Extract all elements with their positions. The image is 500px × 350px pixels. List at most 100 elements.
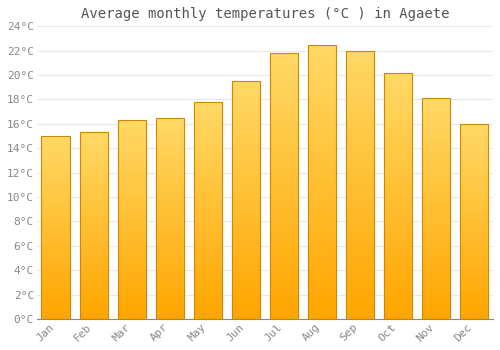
Bar: [346, 104, 374, 107]
Bar: [270, 220, 298, 223]
Bar: [232, 293, 260, 295]
Bar: [460, 233, 488, 235]
Bar: [460, 260, 488, 262]
Bar: [422, 306, 450, 308]
Bar: [118, 285, 146, 287]
Bar: [156, 265, 184, 267]
Bar: [384, 176, 412, 178]
Bar: [156, 194, 184, 196]
Bar: [384, 294, 412, 297]
Bar: [384, 188, 412, 191]
Bar: [156, 299, 184, 301]
Bar: [270, 316, 298, 319]
Bar: [194, 217, 222, 219]
Bar: [460, 173, 488, 175]
Bar: [460, 237, 488, 239]
Bar: [232, 84, 260, 86]
Bar: [118, 267, 146, 269]
Bar: [232, 262, 260, 264]
Bar: [270, 165, 298, 167]
Bar: [270, 298, 298, 300]
Bar: [118, 198, 146, 199]
Bar: [118, 243, 146, 245]
Bar: [194, 282, 222, 284]
Bar: [42, 237, 70, 238]
Bar: [308, 261, 336, 264]
Bar: [118, 174, 146, 176]
Bar: [232, 193, 260, 195]
Bar: [308, 64, 336, 66]
Bar: [156, 289, 184, 291]
Bar: [384, 307, 412, 309]
Bar: [308, 286, 336, 289]
Bar: [156, 160, 184, 162]
Bar: [270, 130, 298, 133]
Bar: [346, 172, 374, 174]
Bar: [194, 262, 222, 265]
Bar: [422, 209, 450, 211]
Bar: [194, 147, 222, 149]
Bar: [232, 252, 260, 255]
Bar: [194, 132, 222, 134]
Bar: [384, 228, 412, 230]
Bar: [270, 152, 298, 154]
Bar: [384, 181, 412, 183]
Bar: [42, 253, 70, 255]
Bar: [156, 267, 184, 268]
Bar: [422, 257, 450, 259]
Bar: [80, 240, 108, 243]
Bar: [232, 133, 260, 136]
Bar: [460, 157, 488, 159]
Bar: [422, 178, 450, 180]
Bar: [460, 307, 488, 309]
Bar: [422, 286, 450, 288]
Bar: [384, 230, 412, 233]
Bar: [270, 69, 298, 72]
Bar: [156, 244, 184, 246]
Bar: [460, 217, 488, 219]
Bar: [384, 205, 412, 208]
Bar: [42, 238, 70, 240]
Bar: [346, 128, 374, 131]
Bar: [308, 146, 336, 149]
Bar: [194, 256, 222, 258]
Bar: [346, 169, 374, 172]
Bar: [232, 183, 260, 186]
Bar: [118, 150, 146, 152]
Bar: [118, 313, 146, 315]
Bar: [308, 171, 336, 174]
Bar: [118, 271, 146, 273]
Bar: [270, 239, 298, 242]
Bar: [384, 270, 412, 272]
Bar: [346, 145, 374, 147]
Bar: [194, 317, 222, 319]
Bar: [118, 231, 146, 233]
Bar: [308, 250, 336, 253]
Bar: [194, 136, 222, 139]
Bar: [42, 233, 70, 235]
Bar: [194, 197, 222, 199]
Bar: [80, 233, 108, 235]
Bar: [232, 148, 260, 150]
Bar: [42, 156, 70, 158]
Bar: [118, 293, 146, 295]
Bar: [42, 288, 70, 290]
Bar: [460, 176, 488, 178]
Bar: [384, 178, 412, 181]
Bar: [232, 114, 260, 117]
Bar: [308, 132, 336, 135]
Bar: [42, 268, 70, 270]
Bar: [42, 250, 70, 251]
Bar: [384, 164, 412, 166]
Bar: [194, 128, 222, 130]
Bar: [308, 209, 336, 212]
Bar: [232, 91, 260, 93]
Bar: [270, 133, 298, 135]
Bar: [460, 262, 488, 264]
Bar: [460, 167, 488, 169]
Bar: [232, 281, 260, 283]
Bar: [270, 53, 298, 56]
Bar: [308, 190, 336, 193]
Bar: [118, 255, 146, 257]
Bar: [42, 167, 70, 169]
